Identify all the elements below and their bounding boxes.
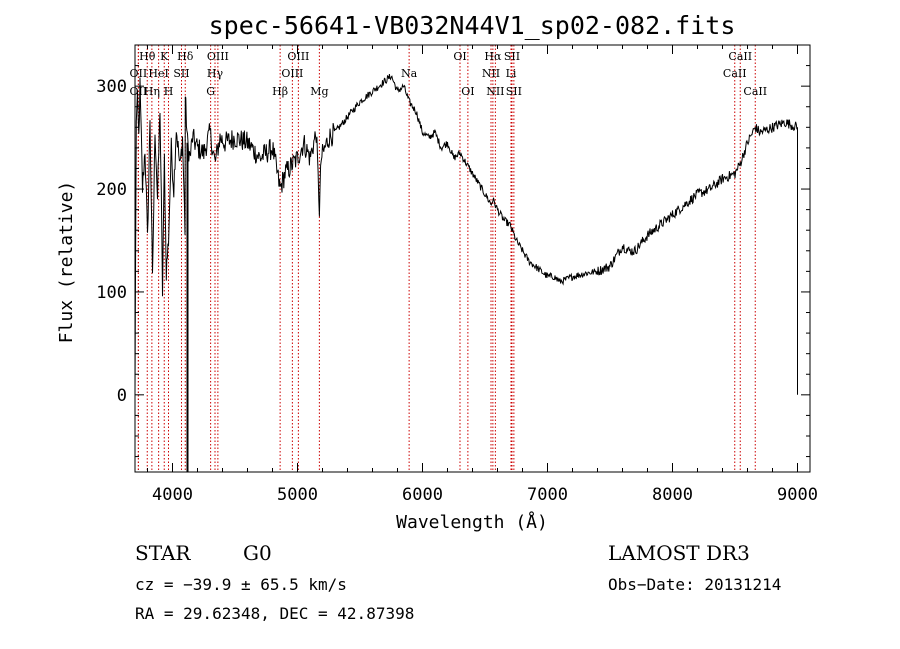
line-label: K: [160, 50, 169, 63]
line-label: CaII: [728, 50, 752, 63]
line-label: Li: [506, 67, 517, 80]
line-label: OIII: [281, 67, 303, 80]
y-tick-label: 200: [96, 180, 127, 200]
redshift-cz: cz = −39.9 ± 65.5 km/s: [135, 575, 347, 594]
x-axis-label: Wavelength (Å): [396, 511, 548, 533]
line-label: SII: [504, 50, 520, 63]
observation-date: Obs−Date: 20131214: [608, 575, 781, 594]
object-class: STAR: [135, 541, 191, 565]
x-tick-label: 8000: [652, 485, 693, 505]
line-label: Mg: [310, 85, 328, 98]
x-tick-label: 9000: [777, 485, 818, 505]
object-subclass: G0: [243, 541, 272, 565]
line-label: CaII: [723, 67, 747, 80]
line-label: OII: [130, 85, 148, 98]
y-tick-label: 100: [96, 283, 127, 303]
line-label: H: [164, 85, 174, 98]
y-axis: 0 100 200 300: [96, 44, 810, 458]
coordinates: RA = 29.62348, DEC = 42.87398: [135, 604, 414, 623]
x-tick-label: 4000: [152, 485, 193, 505]
x-axis: 4000 5000 6000 7000 8000 9000: [147, 45, 818, 505]
x-tick-label: 6000: [402, 485, 443, 505]
x-tick-label: 7000: [527, 485, 568, 505]
line-label: OII: [130, 67, 148, 80]
line-label: OI: [453, 50, 466, 63]
line-labels: Hθ OII OII K HeI Hη H Hδ SII OIII Hγ G OIII OIII Hβ Mg N…: [130, 50, 768, 98]
line-label: Hβ: [272, 85, 288, 98]
y-tick-label: 300: [96, 77, 127, 97]
line-label: OIII: [207, 50, 229, 63]
line-label: OI: [461, 85, 474, 98]
line-label: G: [206, 85, 215, 98]
line-label: OIII: [287, 50, 309, 63]
line-label: Hθ: [139, 50, 156, 63]
line-label: Na: [401, 67, 418, 80]
line-label: NII: [486, 85, 504, 98]
line-label: Hα: [484, 50, 502, 63]
x-tick-label: 5000: [277, 485, 318, 505]
line-markers: [137, 45, 756, 472]
y-tick-label: 0: [117, 386, 127, 406]
line-label: NII: [482, 67, 500, 80]
line-label: CaII: [743, 85, 767, 98]
line-label: SII: [506, 85, 522, 98]
chart-title: spec-56641-VB032N44V1_sp02-082.fits: [209, 11, 736, 40]
line-label: HeI: [148, 67, 168, 80]
spectrum-line: [134, 74, 798, 395]
line-label: Hγ: [207, 67, 224, 80]
line-label: SII: [173, 67, 189, 80]
y-axis-label: Flux (relative): [56, 181, 77, 344]
line-label: Hδ: [177, 50, 194, 63]
plot-frame: [134, 44, 811, 473]
line-label: Hη: [144, 85, 160, 98]
survey-name: LAMOST DR3: [608, 541, 750, 565]
